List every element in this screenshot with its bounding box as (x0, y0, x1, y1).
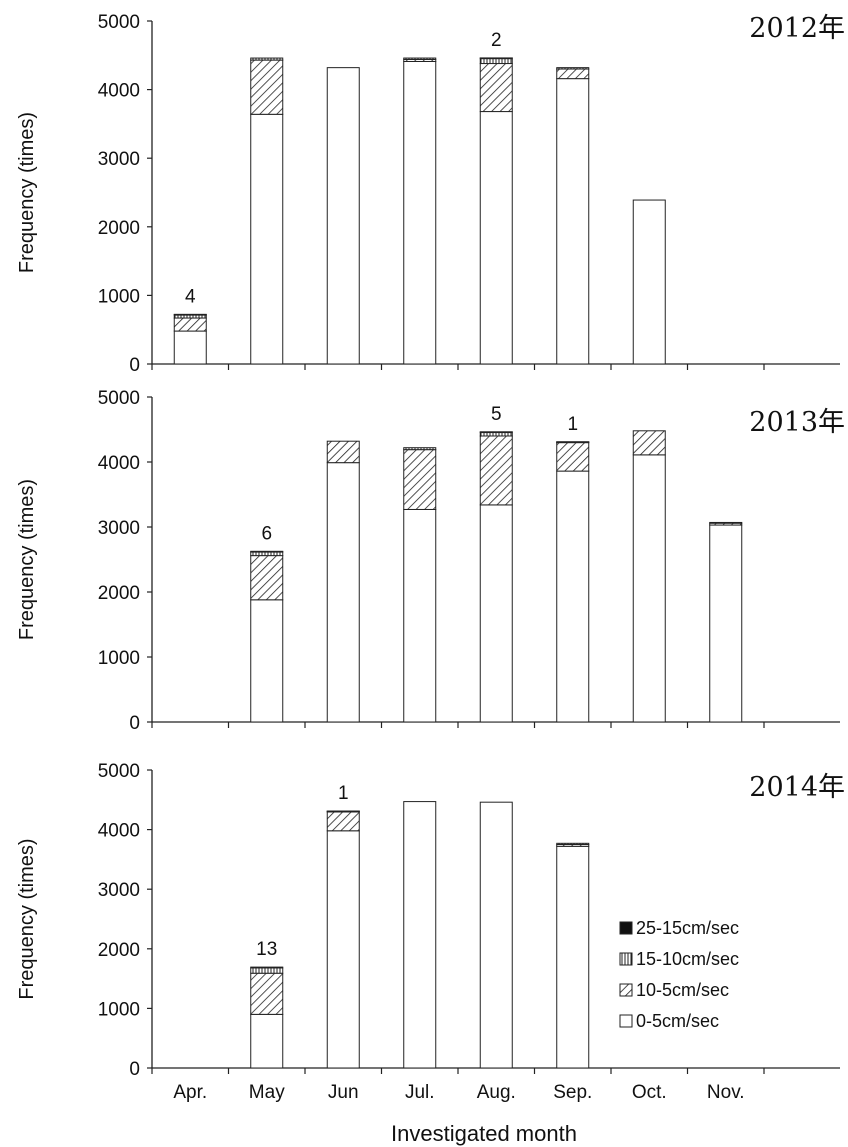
panel-year-label: 2014年 (749, 772, 845, 803)
x-tick-label: Jul. (405, 1082, 435, 1103)
x-tick-label: Nov. (707, 1082, 745, 1103)
y-tick-label: 4000 (98, 821, 140, 842)
y-axis-title: Frequency (times) (16, 838, 38, 999)
x-tick-label: May (249, 1082, 285, 1103)
bar-segment (556, 67, 590, 70)
y-tick-label: 1000 (98, 286, 140, 307)
y-tick-label: 3000 (98, 518, 140, 539)
bar-segment (326, 462, 360, 723)
y-tick-label: 4000 (98, 453, 140, 474)
bar-segment (250, 59, 284, 115)
bar-segment (173, 330, 207, 365)
bar-segment (326, 811, 360, 832)
legend-entry: 25-15cm/sec (636, 918, 739, 938)
bar-segment (556, 78, 590, 365)
bar-segment (250, 550, 284, 553)
y-tick-label: 2000 (98, 583, 140, 604)
legend-entry: 10-5cm/sec (636, 980, 729, 1000)
bar-segment (556, 68, 590, 80)
bar-segment (479, 435, 513, 506)
bar-annotation: 2 (491, 30, 502, 51)
bar-segment (173, 313, 207, 316)
bar-segment (250, 1013, 284, 1069)
y-tick-label: 1000 (98, 999, 140, 1020)
x-tick-label: Sep. (553, 1082, 592, 1103)
y-tick-label: 0 (129, 355, 140, 376)
bar-segment (326, 440, 360, 464)
bar-segment (479, 801, 513, 1069)
bar-segment (403, 57, 437, 60)
bar-segment (556, 842, 590, 845)
panel-year-label: 2012年 (749, 13, 845, 44)
legend-swatch (619, 952, 633, 966)
bar-segment (632, 454, 666, 723)
bar-annotation: 1 (338, 783, 349, 804)
bar-segment (173, 317, 207, 332)
bar-segment (479, 504, 513, 723)
bar-segment (250, 57, 284, 61)
bar-segment (250, 113, 284, 365)
bar-segment (326, 830, 360, 1069)
bar-segment (556, 441, 590, 444)
bar-annotation: 4 (185, 286, 196, 307)
bar-annotation: 5 (491, 404, 502, 425)
bar-segment (403, 508, 437, 723)
bar-annotation: 13 (256, 939, 277, 960)
legend-swatch (619, 921, 633, 935)
bar-segment (403, 60, 437, 365)
x-tick-label: Jun (328, 1082, 359, 1103)
bar-segment (250, 967, 284, 974)
y-axis-title: Frequency (times) (16, 479, 38, 640)
bar-segment (632, 430, 666, 456)
y-tick-label: 0 (129, 1059, 140, 1080)
y-tick-label: 5000 (98, 761, 140, 782)
bar-segment (556, 470, 590, 723)
bar-segment (709, 521, 743, 524)
y-tick-label: 5000 (98, 12, 140, 33)
bar-segment (403, 447, 437, 451)
bar-segment (250, 972, 284, 1015)
bar-segment (326, 67, 360, 365)
bar-segment (709, 524, 743, 723)
bar-annotation: 1 (567, 414, 578, 435)
y-tick-label: 2000 (98, 940, 140, 961)
x-axis-title: Investigated month (391, 1121, 577, 1146)
y-tick-label: 2000 (98, 218, 140, 239)
legend-swatch (619, 1014, 633, 1028)
y-tick-label: 5000 (98, 388, 140, 409)
x-tick-label: Oct. (632, 1082, 667, 1103)
y-tick-label: 4000 (98, 81, 140, 102)
y-tick-label: 3000 (98, 149, 140, 170)
y-axis-title: Frequency (times) (16, 112, 38, 273)
legend-swatch (619, 983, 633, 997)
x-tick-label: Apr. (173, 1082, 207, 1103)
bar-segment (250, 966, 284, 969)
bar-segment (250, 555, 284, 601)
bar-segment (403, 801, 437, 1069)
bar-segment (556, 442, 590, 472)
x-tick-label: Aug. (477, 1082, 516, 1103)
bar-segment (479, 57, 513, 60)
bar-segment (403, 449, 437, 510)
bar-segment (632, 199, 666, 365)
bar-segment (479, 63, 513, 113)
y-tick-label: 3000 (98, 880, 140, 901)
bar-annotation: 6 (261, 523, 272, 544)
bar-segment (479, 431, 513, 434)
legend-entry: 15-10cm/sec (636, 949, 739, 969)
y-tick-label: 1000 (98, 648, 140, 669)
panel-year-label: 2013年 (749, 407, 845, 438)
bar-segment (326, 810, 360, 813)
y-tick-label: 0 (129, 713, 140, 734)
legend-entry: 0-5cm/sec (636, 1011, 719, 1031)
bar-segment (479, 111, 513, 365)
bar-segment (250, 599, 284, 723)
bar-segment (556, 845, 590, 1069)
